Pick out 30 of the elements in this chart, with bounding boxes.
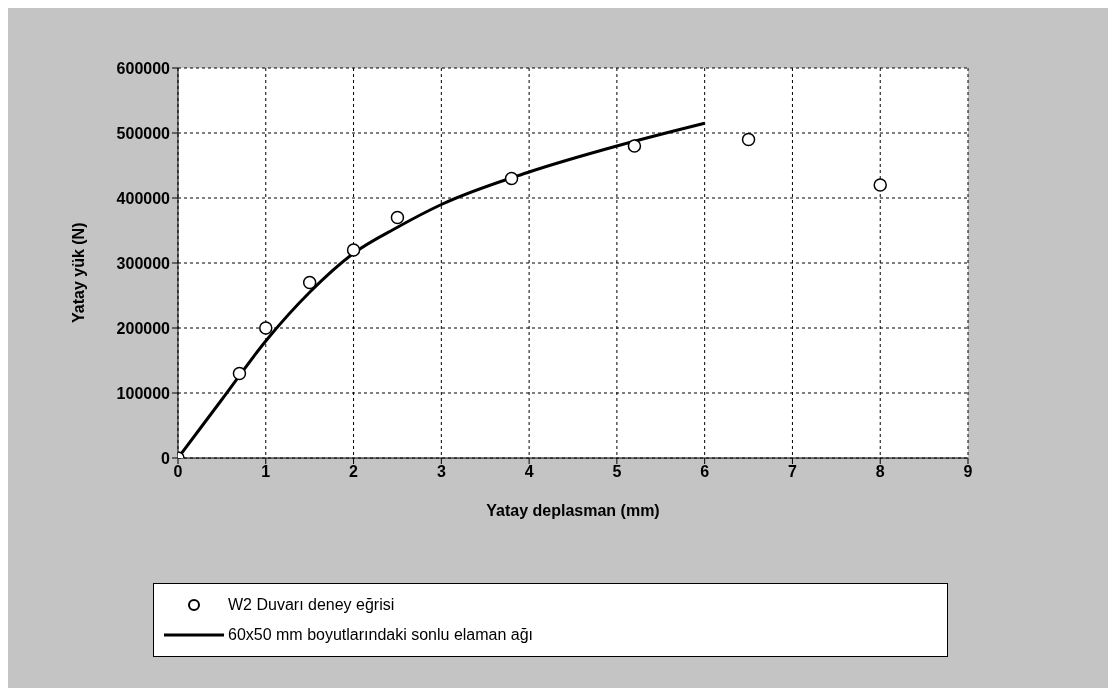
point: [627, 139, 642, 153]
x-tick-label: 9: [963, 463, 973, 481]
point: [302, 275, 317, 290]
point: [232, 366, 247, 381]
y-tick-label: 0: [161, 449, 171, 467]
y-tick-label: 100000: [116, 384, 171, 402]
y-tick-label: 400000: [116, 189, 171, 207]
legend-label: W2 Duvarı deney eğrisi: [228, 596, 395, 614]
point: [504, 171, 519, 186]
x-tick-label: 6: [700, 463, 710, 481]
x-tick-label: 0: [173, 463, 183, 481]
x-tick-label: 3: [436, 463, 446, 481]
y-tick-label: 500000: [116, 124, 171, 142]
x-tick-label: 4: [524, 463, 534, 481]
point: [873, 178, 887, 192]
y-tick-label: 200000: [116, 319, 171, 337]
x-tick-label: 1: [261, 463, 271, 481]
x-tick-label: 7: [787, 463, 797, 481]
point: [346, 243, 361, 257]
y-axis-title: Yatay yük (N): [69, 222, 87, 323]
legend-label: 60x50 mm boyutlarındaki sonlu elaman ağı: [228, 626, 534, 644]
point: [259, 321, 273, 335]
y-tick-label: 600000: [116, 59, 171, 77]
x-tick-label: 8: [875, 463, 885, 481]
x-tick-label: 2: [349, 463, 359, 481]
y-tick-label: 300000: [116, 254, 171, 272]
point: [390, 210, 405, 225]
point: [741, 132, 756, 147]
x-tick-label: 5: [612, 463, 622, 481]
x-axis-title: Yatay deplasman (mm): [486, 502, 660, 519]
